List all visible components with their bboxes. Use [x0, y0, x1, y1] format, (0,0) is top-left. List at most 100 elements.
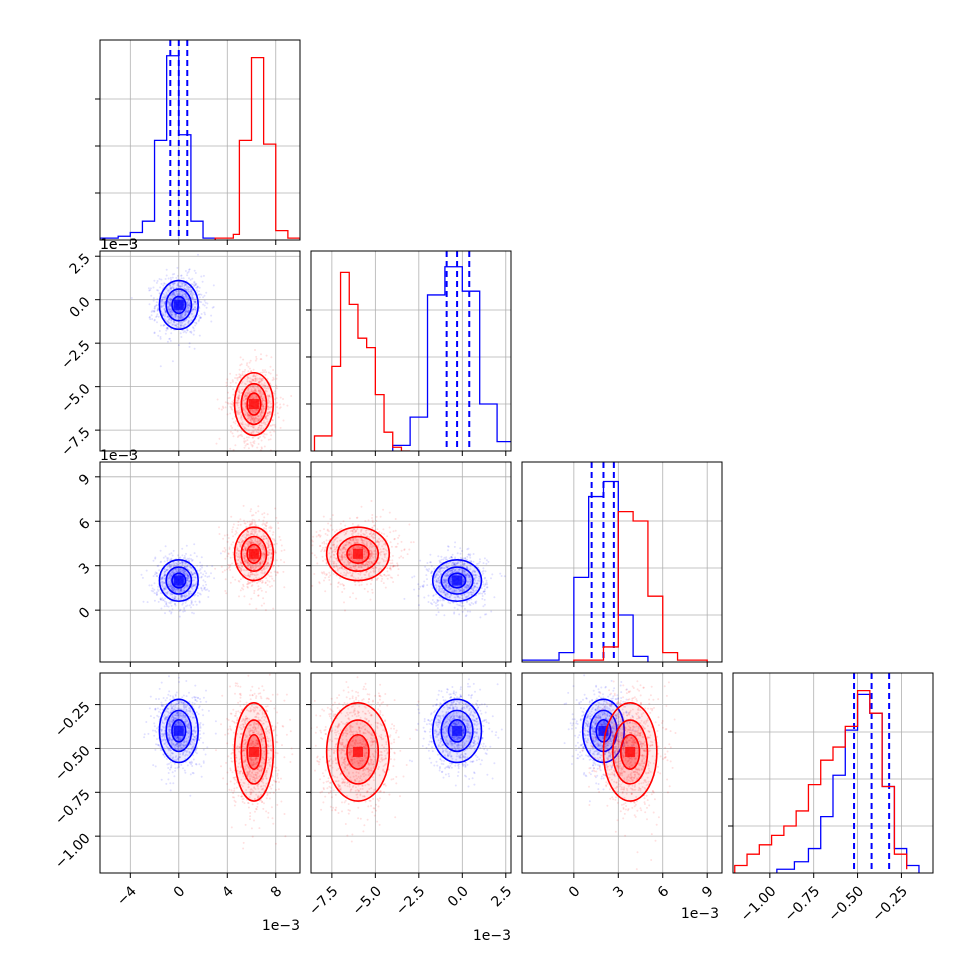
sample-point [164, 311, 167, 314]
sample-point [169, 559, 172, 561]
sample-point [187, 575, 189, 578]
sample-point [268, 411, 271, 413]
sample-point [229, 556, 232, 559]
sample-point [248, 540, 250, 543]
sample-point [251, 444, 254, 447]
density-peak [452, 575, 463, 586]
sample-point [275, 387, 278, 390]
sample-point [163, 308, 166, 311]
sample-point [262, 422, 265, 425]
sample-point [250, 380, 253, 383]
sample-point [173, 598, 176, 601]
sample-point [163, 297, 166, 299]
sample-point [176, 588, 179, 591]
sample-point [174, 603, 177, 605]
sample-point [266, 562, 269, 565]
sample-point [180, 282, 183, 285]
sample-point [180, 294, 183, 297]
sample-point [180, 590, 183, 593]
sample-point [150, 310, 153, 313]
sample-point [244, 414, 247, 417]
sample-point [163, 302, 166, 305]
sample-point [170, 558, 173, 561]
sample-point [183, 595, 186, 598]
sample-point [263, 421, 266, 424]
sample-point [205, 572, 208, 575]
sample-point [168, 563, 171, 566]
sample-point [179, 313, 182, 316]
sample-point [152, 559, 155, 562]
sample-point [194, 302, 197, 305]
sample-point [243, 370, 246, 373]
sample-point [244, 440, 247, 443]
sample-point [254, 420, 257, 423]
sample-point [164, 587, 166, 590]
sample-point [256, 377, 259, 380]
sample-point [198, 592, 201, 595]
histogram-panel-p2 [306, 250, 512, 456]
sample-point [169, 302, 172, 305]
sample-point [262, 407, 265, 410]
sample-point [150, 314, 153, 317]
sample-point [248, 414, 251, 417]
sample-point [266, 584, 269, 586]
sample-point [243, 427, 246, 430]
sample-point [163, 294, 166, 297]
sample-point [170, 585, 173, 588]
sample-point [169, 311, 171, 314]
sample-point [235, 530, 237, 533]
sample-point [193, 576, 195, 579]
sample-point [243, 409, 246, 412]
sample-point [163, 568, 166, 570]
sample-point [271, 428, 274, 431]
sample-point [161, 312, 164, 315]
sample-point [258, 392, 261, 395]
sample-point [172, 561, 175, 564]
sample-point [163, 572, 166, 575]
sample-point [336, 585, 339, 588]
sample-point [166, 577, 169, 580]
sample-point [180, 596, 183, 599]
sample-point [258, 380, 261, 383]
sample-point [181, 293, 184, 296]
sample-point [193, 280, 196, 283]
sample-point [260, 383, 263, 385]
sample-point [260, 391, 263, 394]
sample-point [232, 388, 235, 391]
sample-point [250, 425, 253, 428]
sample-point [164, 295, 167, 298]
sample-point [180, 594, 183, 597]
sample-point [283, 549, 286, 552]
sample-point [159, 597, 162, 600]
sample-point [242, 504, 245, 507]
sample-point [260, 358, 263, 361]
sample-point [223, 534, 226, 537]
sample-point [266, 513, 269, 516]
sample-point [260, 379, 263, 382]
sample-point [179, 332, 182, 335]
sample-point [179, 568, 181, 571]
sample-point [257, 510, 260, 513]
sample-point [274, 425, 277, 428]
sample-point [194, 298, 197, 301]
sample-point [186, 573, 189, 575]
sample-point [163, 585, 166, 588]
sample-point [164, 319, 167, 321]
sample-point [262, 393, 265, 396]
sample-point [481, 592, 484, 595]
sample-point [219, 552, 222, 555]
sample-point [382, 508, 385, 511]
sample-point [252, 545, 255, 548]
sample-point [192, 296, 194, 299]
sample-point [265, 424, 268, 426]
sample-point [165, 329, 168, 332]
sample-point [160, 560, 163, 563]
sample-point [257, 437, 260, 440]
sample-point [203, 311, 206, 314]
sample-point [165, 295, 168, 298]
sample-point [181, 594, 183, 597]
sample-point [235, 420, 237, 423]
sample-point [280, 549, 283, 552]
sample-point [227, 397, 230, 400]
sample-point [270, 405, 273, 408]
